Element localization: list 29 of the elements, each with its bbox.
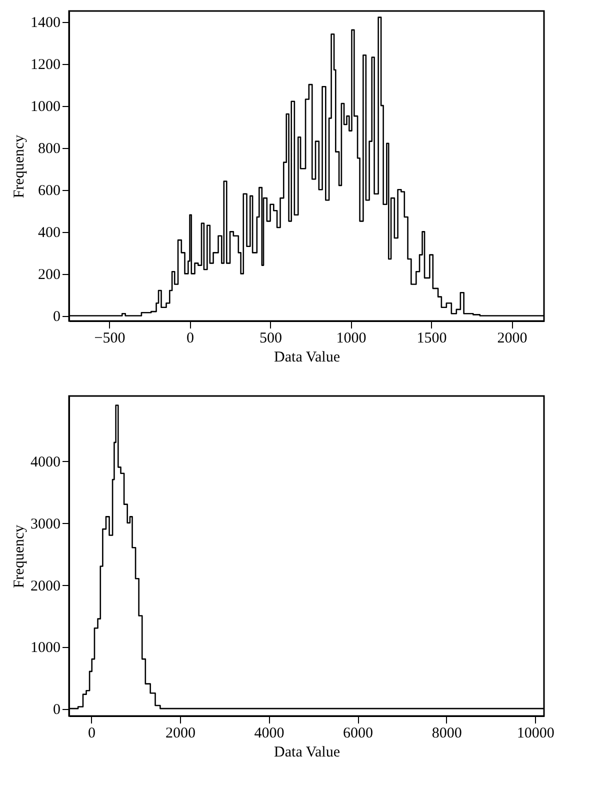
x-tick-label: 500: [260, 330, 282, 346]
x-tick-label: 0: [88, 726, 96, 742]
x-tick-label: 10000: [516, 726, 554, 742]
x-tick-label: 4000: [254, 726, 284, 742]
y-tick-label: 0: [53, 702, 60, 718]
x-tick-label: 2000: [165, 726, 196, 742]
x-tick-label: 6000: [343, 726, 374, 742]
x-tick-label: −500: [94, 330, 126, 346]
y-tick-label: 4000: [30, 454, 60, 470]
y-tick-label: 1200: [30, 57, 60, 74]
x-axis-title: Data Value: [274, 744, 340, 760]
x-tick-label: 0: [186, 330, 194, 346]
y-tick-label: 800: [38, 141, 60, 158]
x-axis-title: Data Value: [274, 350, 340, 366]
y-tick-label: 2000: [30, 578, 60, 594]
y-tick-label: 0: [53, 309, 60, 326]
y-tick-label: 3000: [30, 516, 60, 532]
y-tick-label: 1400: [30, 15, 60, 32]
x-tick-label: 8000: [432, 726, 462, 742]
y-tick-label: 600: [38, 183, 60, 200]
y-tick-label: 1000: [30, 99, 60, 116]
y-axis-title: Frequency: [12, 524, 28, 588]
x-tick-label: 1500: [416, 330, 447, 346]
x-tick-label: 2000: [497, 330, 528, 346]
y-tick-label: 400: [38, 225, 60, 242]
y-tick-label: 1000: [30, 640, 60, 656]
x-tick-label: 1000: [336, 330, 366, 346]
y-tick-label: 200: [38, 267, 60, 284]
y-axis-title: Frequency: [12, 134, 28, 198]
